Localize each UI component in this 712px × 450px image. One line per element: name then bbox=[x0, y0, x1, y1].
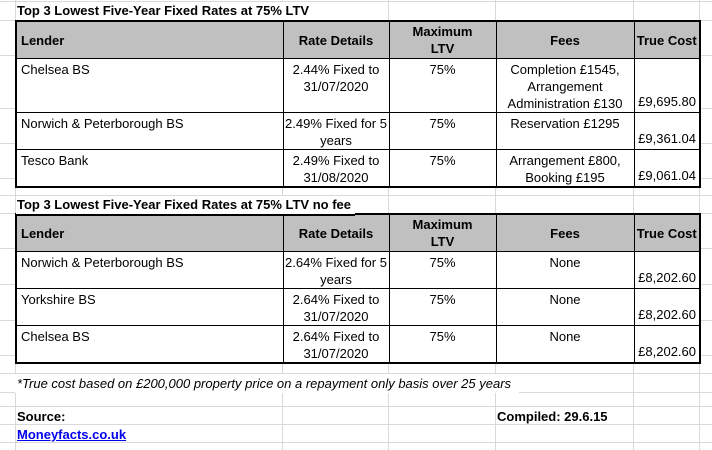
cell-max-ltv: 75% bbox=[388, 251, 497, 289]
cell-fees: Completion £1545, Arrangement Administra… bbox=[495, 58, 635, 113]
cell-fees: None bbox=[495, 325, 635, 364]
gridline-horizontal bbox=[0, 373, 712, 374]
table1-col-header-lender: Lender bbox=[15, 20, 284, 59]
cell-lender: Norwich & Peterborough BS bbox=[15, 251, 284, 289]
cell-fees: None bbox=[495, 288, 635, 326]
cell-lender: Tesco Bank bbox=[15, 149, 284, 188]
cell-rate-details: 2.49% Fixed for 5 years bbox=[282, 112, 390, 150]
cell-lender: Chelsea BS bbox=[15, 325, 284, 364]
cell-max-ltv: 75% bbox=[388, 325, 497, 364]
table1-col-header-true-cost: True Cost bbox=[633, 20, 701, 59]
gridline-horizontal bbox=[0, 1, 712, 2]
gridline-horizontal bbox=[0, 424, 712, 425]
cell-rate-details: 2.64% Fixed for 5 years bbox=[282, 251, 390, 289]
compiled-date: Compiled: 29.6.15 bbox=[497, 409, 608, 424]
cell-true-cost: £9,361.04 bbox=[633, 112, 701, 150]
cell-max-ltv: 75% bbox=[388, 149, 497, 188]
gridline-horizontal bbox=[0, 442, 712, 443]
true-cost-footnote: *True cost based on £200,000 property pr… bbox=[15, 374, 520, 393]
rates-table-2: Lender Rate Details Maximum LTV Fees Tru… bbox=[15, 213, 701, 364]
table2-col-header-max-ltv-label: Maximum LTV bbox=[412, 217, 473, 249]
table1-col-header-rate-details: Rate Details bbox=[282, 20, 390, 59]
cell-fees: None bbox=[495, 251, 635, 289]
cell-fees: Arrangement £800, Booking £195 bbox=[495, 149, 635, 188]
table2-col-header-rate-details: Rate Details bbox=[282, 213, 390, 252]
table2-header-row: Lender Rate Details Maximum LTV Fees Tru… bbox=[15, 213, 701, 252]
cell-true-cost: £9,695.80 bbox=[633, 58, 701, 113]
cell-max-ltv: 75% bbox=[388, 58, 497, 113]
table2-col-header-max-ltv: Maximum LTV bbox=[388, 213, 497, 252]
table1-col-header-fees: Fees bbox=[495, 20, 635, 59]
table1-col-header-max-ltv: Maximum LTV bbox=[388, 20, 497, 59]
table2-row-2: Yorkshire BS 2.64% Fixed to 31/07/2020 7… bbox=[15, 288, 701, 326]
table2-row-1: Norwich & Peterborough BS 2.64% Fixed fo… bbox=[15, 251, 701, 289]
table1-row-1: Chelsea BS 2.44% Fixed to 31/07/2020 75%… bbox=[15, 58, 701, 113]
table1-col-header-max-ltv-label: Maximum LTV bbox=[412, 24, 473, 56]
cell-rate-details: 2.44% Fixed to 31/07/2020 bbox=[282, 58, 390, 113]
gridline-horizontal bbox=[0, 406, 712, 407]
cell-true-cost: £8,202.60 bbox=[633, 251, 701, 289]
cell-max-ltv: 75% bbox=[388, 288, 497, 326]
cell-lender: Norwich & Peterborough BS bbox=[15, 112, 284, 150]
cell-lender: Yorkshire BS bbox=[15, 288, 284, 326]
moneyfacts-link[interactable]: Moneyfacts.co.uk bbox=[17, 427, 127, 442]
source-label: Source: bbox=[17, 409, 66, 424]
cell-fees: Reservation £1295 bbox=[495, 112, 635, 150]
gridline-horizontal bbox=[0, 195, 712, 196]
table1-row-2: Norwich & Peterborough BS 2.49% Fixed fo… bbox=[15, 112, 701, 150]
rates-table-1: Lender Rate Details Maximum LTV Fees Tru… bbox=[15, 20, 701, 188]
table2-row-3: Chelsea BS 2.64% Fixed to 31/07/2020 75%… bbox=[15, 325, 701, 364]
cell-true-cost: £8,202.60 bbox=[633, 325, 701, 364]
table2-col-header-true-cost: True Cost bbox=[633, 213, 701, 252]
cell-true-cost: £8,202.60 bbox=[633, 288, 701, 326]
cell-rate-details: 2.64% Fixed to 31/07/2020 bbox=[282, 288, 390, 326]
table2-title: Top 3 Lowest Five-Year Fixed Rates at 75… bbox=[16, 196, 356, 216]
table2-col-header-lender: Lender bbox=[15, 213, 284, 252]
cell-rate-details: 2.49% Fixed to 31/08/2020 bbox=[282, 149, 390, 188]
table2-col-header-fees: Fees bbox=[495, 213, 635, 252]
table1-row-3: Tesco Bank 2.49% Fixed to 31/08/2020 75%… bbox=[15, 149, 701, 188]
table1-title: Top 3 Lowest Five-Year Fixed Rates at 75… bbox=[16, 2, 314, 22]
cell-true-cost: £9,061.04 bbox=[633, 149, 701, 188]
cell-max-ltv: 75% bbox=[388, 112, 497, 150]
cell-rate-details: 2.64% Fixed to 31/07/2020 bbox=[282, 325, 390, 364]
table1-header-row: Lender Rate Details Maximum LTV Fees Tru… bbox=[15, 20, 701, 59]
cell-lender: Chelsea BS bbox=[15, 58, 284, 113]
